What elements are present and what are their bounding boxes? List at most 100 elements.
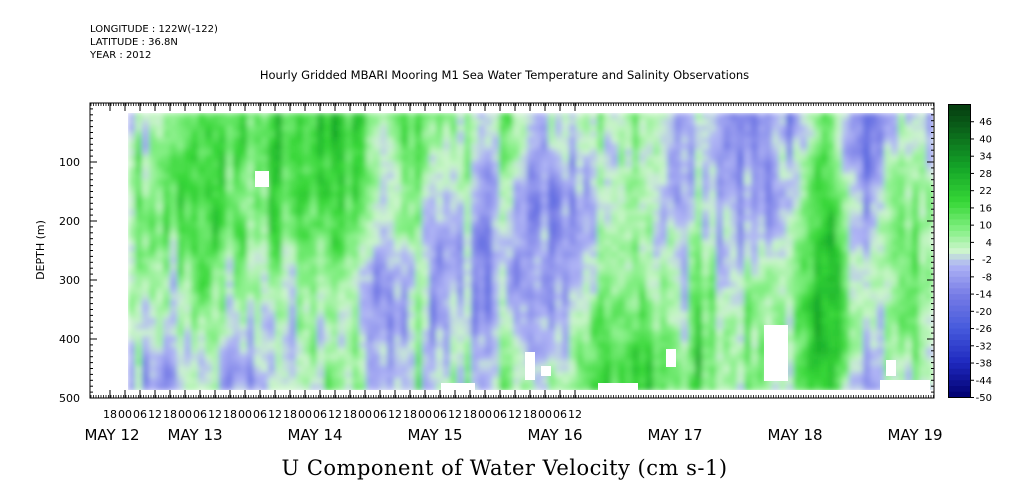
heatmap-cell (772, 263, 780, 271)
heatmap-cell (513, 119, 521, 126)
heatmap-cell (779, 299, 787, 307)
heatmap-cell (828, 299, 836, 307)
heatmap-cell (408, 329, 416, 337)
heatmap-cell (548, 311, 556, 319)
heatmap-cell (226, 281, 234, 289)
heatmap-cell (212, 245, 220, 253)
heatmap-cell (548, 383, 556, 390)
heatmap-cell (415, 353, 423, 361)
heatmap-cell (289, 311, 297, 319)
heatmap-cell (380, 221, 388, 229)
heatmap-cell (205, 209, 213, 217)
heatmap-cell (233, 347, 241, 355)
heatmap-cell (359, 131, 367, 138)
heatmap-cell (730, 149, 738, 156)
heatmap-cell (429, 269, 437, 277)
heatmap-cell (177, 155, 185, 162)
heatmap-cell (772, 149, 780, 156)
heatmap-cell (681, 329, 689, 337)
heatmap-cell (569, 119, 577, 126)
heatmap-cell (793, 293, 801, 301)
heatmap-cell (730, 263, 738, 271)
heatmap-cell (737, 371, 745, 379)
heatmap-cell (828, 113, 836, 120)
heatmap-cell (163, 377, 171, 385)
heatmap-cell (688, 329, 696, 337)
heatmap-cell (702, 341, 710, 349)
heatmap-cell (317, 203, 325, 211)
heatmap-cell (681, 305, 689, 313)
heatmap-cell (611, 341, 619, 349)
heatmap-cell (835, 113, 843, 120)
heatmap-cell (667, 149, 675, 156)
year-label: YEAR : 2012 (90, 50, 152, 61)
heatmap-cell (366, 143, 374, 150)
heatmap-cell (492, 179, 500, 187)
heatmap-cell (499, 119, 507, 126)
heatmap-cell (436, 263, 444, 271)
heatmap-cell (247, 299, 255, 307)
heatmap-cell (667, 185, 675, 193)
heatmap-cell (772, 269, 780, 277)
heatmap-cell (800, 383, 808, 390)
heatmap-cell (429, 221, 437, 229)
heatmap-cell (198, 311, 206, 319)
heatmap-cell (247, 209, 255, 217)
heatmap-cell (352, 281, 360, 289)
heatmap-cell (338, 305, 346, 313)
heatmap-cell (268, 341, 276, 349)
heatmap-cell (870, 263, 878, 271)
heatmap-cell (681, 245, 689, 253)
heatmap-cell (170, 221, 178, 229)
heatmap-cell (590, 245, 598, 253)
heatmap-cell (450, 191, 458, 199)
heatmap-cell (345, 131, 353, 138)
heatmap-cell (870, 173, 878, 181)
heatmap-cell (569, 341, 577, 349)
heatmap-cell (849, 221, 857, 229)
heatmap-cell (716, 341, 724, 349)
heatmap-cell (345, 137, 353, 144)
heatmap-cell (688, 299, 696, 307)
heatmap-cell (653, 341, 661, 349)
heatmap-cell (457, 221, 465, 229)
heatmap-cell (800, 191, 808, 199)
heatmap-cell (688, 113, 696, 120)
heatmap-cell (345, 149, 353, 156)
heatmap-cell (660, 257, 668, 265)
heatmap-cell (170, 215, 178, 223)
heatmap-cell (401, 203, 409, 211)
heatmap-cell (779, 275, 787, 283)
heatmap-cell (835, 371, 843, 379)
heatmap-cell (800, 245, 808, 253)
heatmap-cell (128, 149, 136, 156)
heatmap-cell (310, 191, 318, 199)
heatmap-cell (555, 305, 563, 313)
heatmap-cell (639, 293, 647, 301)
heatmap-cell (310, 287, 318, 295)
heatmap-cell (401, 245, 409, 253)
heatmap-cell (730, 347, 738, 355)
heatmap-cell (261, 185, 269, 193)
heatmap-cell (324, 233, 332, 241)
heatmap-cell (856, 359, 864, 367)
heatmap-cell (128, 209, 136, 217)
heatmap-cell (492, 191, 500, 199)
heatmap-cell (520, 323, 528, 331)
heatmap-cell (492, 287, 500, 295)
heatmap-cell (681, 233, 689, 241)
heatmap-cell (751, 233, 759, 241)
heatmap-cell (758, 233, 766, 241)
heatmap-cell (555, 359, 563, 367)
heatmap-cell (541, 131, 549, 138)
heatmap-cell (520, 209, 528, 217)
heatmap-cell (275, 119, 283, 126)
heatmap-cell (380, 305, 388, 313)
heatmap-cell (436, 137, 444, 144)
heatmap-cell (562, 353, 570, 361)
heatmap-cell (863, 365, 871, 373)
heatmap-cell (317, 251, 325, 259)
heatmap-cell (352, 239, 360, 247)
heatmap-cell (240, 353, 248, 361)
heatmap-cell (261, 269, 269, 277)
